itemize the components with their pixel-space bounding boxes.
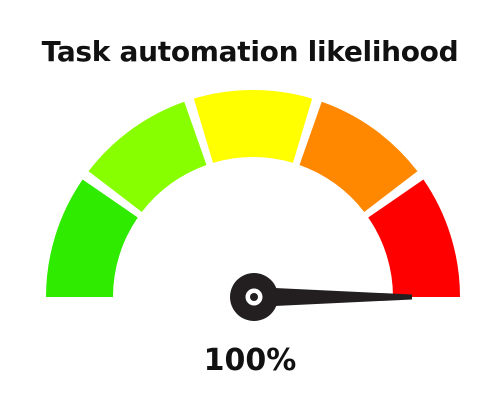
needle-hub-dot: [250, 293, 258, 301]
gauge-segment-3: [193, 90, 313, 163]
gauge-segments: [46, 90, 460, 297]
needle-pointer: [254, 287, 412, 307]
gauge-segment-4: [299, 101, 418, 212]
gauge-segment-1: [46, 179, 138, 297]
gauge-value: 100%: [203, 343, 297, 378]
gauge-title: Task automation likelihood: [41, 35, 459, 68]
gauge-needle: [230, 273, 412, 321]
gauge-segment-2: [88, 101, 207, 212]
gauge-segment-5: [368, 179, 460, 297]
